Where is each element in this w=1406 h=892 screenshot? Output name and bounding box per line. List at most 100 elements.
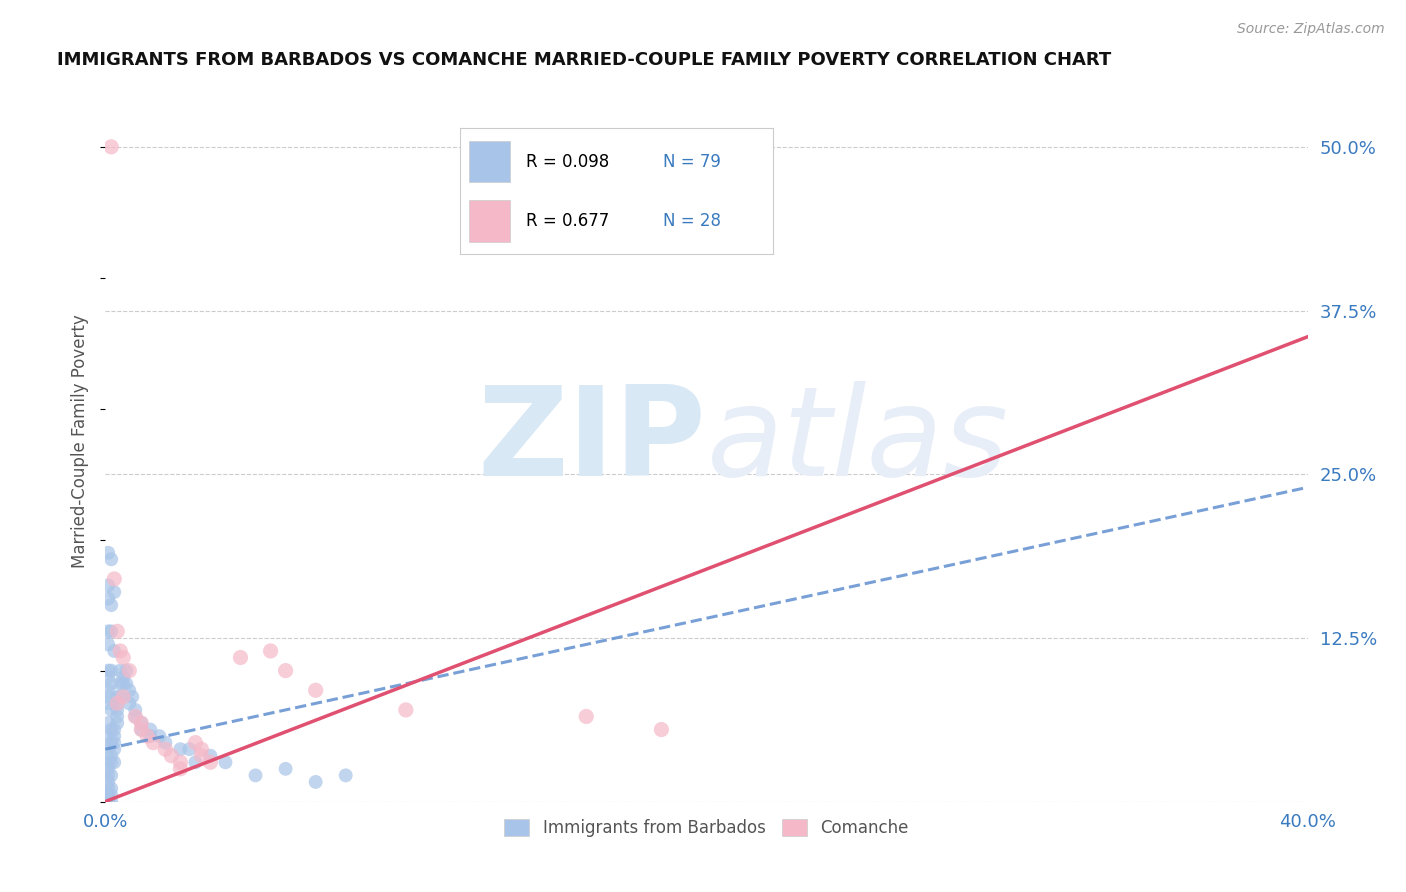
Point — [142, 736, 165, 750]
Point — [103, 644, 125, 658]
Point — [190, 742, 212, 756]
Point — [97, 762, 120, 776]
Point — [105, 709, 128, 723]
Point — [129, 723, 152, 737]
Point — [121, 690, 143, 704]
Point — [335, 768, 357, 782]
Point — [100, 781, 122, 796]
Point — [103, 572, 125, 586]
Point — [97, 578, 120, 592]
Point — [575, 709, 598, 723]
Point — [139, 723, 162, 737]
Point — [97, 729, 120, 743]
Point — [129, 716, 152, 731]
Point — [97, 790, 120, 805]
Point — [100, 140, 122, 154]
Point — [169, 742, 191, 756]
Point — [97, 664, 120, 678]
Text: atlas: atlas — [706, 381, 1008, 502]
Point — [100, 664, 122, 678]
Point — [100, 768, 122, 782]
Legend: Immigrants from Barbados, Comanche: Immigrants from Barbados, Comanche — [498, 812, 915, 844]
Point — [274, 762, 297, 776]
Point — [103, 723, 125, 737]
Point — [105, 624, 128, 639]
Point — [110, 690, 132, 704]
Point — [100, 756, 122, 770]
Point — [245, 768, 267, 782]
Point — [97, 624, 120, 639]
Point — [97, 795, 120, 809]
Point — [650, 723, 672, 737]
Point — [105, 697, 128, 711]
Point — [190, 748, 212, 763]
Point — [136, 729, 159, 743]
Point — [97, 789, 120, 804]
Point — [97, 756, 120, 770]
Point — [124, 709, 146, 723]
Point — [112, 650, 135, 665]
Point — [112, 677, 135, 691]
Point — [100, 736, 122, 750]
Point — [124, 703, 146, 717]
Point — [200, 748, 222, 763]
Point — [155, 742, 177, 756]
Point — [118, 664, 141, 678]
Point — [100, 795, 122, 809]
Point — [274, 664, 297, 678]
Point — [100, 703, 122, 717]
Point — [103, 585, 125, 599]
Point — [395, 703, 418, 717]
Point — [148, 729, 170, 743]
Point — [105, 697, 128, 711]
Point — [155, 736, 177, 750]
Point — [97, 742, 120, 756]
Point — [97, 683, 120, 698]
Point — [184, 736, 207, 750]
Point — [105, 716, 128, 731]
Point — [184, 756, 207, 770]
Point — [200, 756, 222, 770]
Point — [110, 644, 132, 658]
Point — [97, 637, 120, 651]
Point — [105, 690, 128, 704]
Point — [103, 736, 125, 750]
Point — [305, 775, 328, 789]
Point — [115, 664, 138, 678]
Point — [214, 756, 236, 770]
Point — [100, 788, 122, 802]
Point — [110, 664, 132, 678]
Point — [118, 683, 141, 698]
Text: ZIP: ZIP — [478, 381, 706, 502]
Point — [97, 591, 120, 606]
Point — [97, 788, 120, 802]
Point — [97, 690, 120, 704]
Point — [97, 670, 120, 684]
Point — [100, 748, 122, 763]
Point — [97, 788, 120, 802]
Point — [103, 756, 125, 770]
Point — [97, 792, 120, 806]
Point — [139, 729, 162, 743]
Point — [160, 748, 183, 763]
Point — [110, 677, 132, 691]
Point — [129, 716, 152, 731]
Point — [115, 677, 138, 691]
Point — [118, 697, 141, 711]
Point — [97, 775, 120, 789]
Y-axis label: Married-Couple Family Poverty: Married-Couple Family Poverty — [72, 315, 89, 568]
Text: IMMIGRANTS FROM BARBADOS VS COMANCHE MARRIED-COUPLE FAMILY POVERTY CORRELATION C: IMMIGRANTS FROM BARBADOS VS COMANCHE MAR… — [58, 51, 1111, 69]
Point — [100, 624, 122, 639]
Point — [305, 683, 328, 698]
Point — [169, 756, 191, 770]
Point — [112, 690, 135, 704]
Point — [129, 723, 152, 737]
Point — [97, 795, 120, 809]
Point — [97, 697, 120, 711]
Point — [124, 709, 146, 723]
Point — [100, 552, 122, 566]
Point — [169, 762, 191, 776]
Point — [103, 742, 125, 756]
Text: Source: ZipAtlas.com: Source: ZipAtlas.com — [1237, 22, 1385, 37]
Point — [97, 716, 120, 731]
